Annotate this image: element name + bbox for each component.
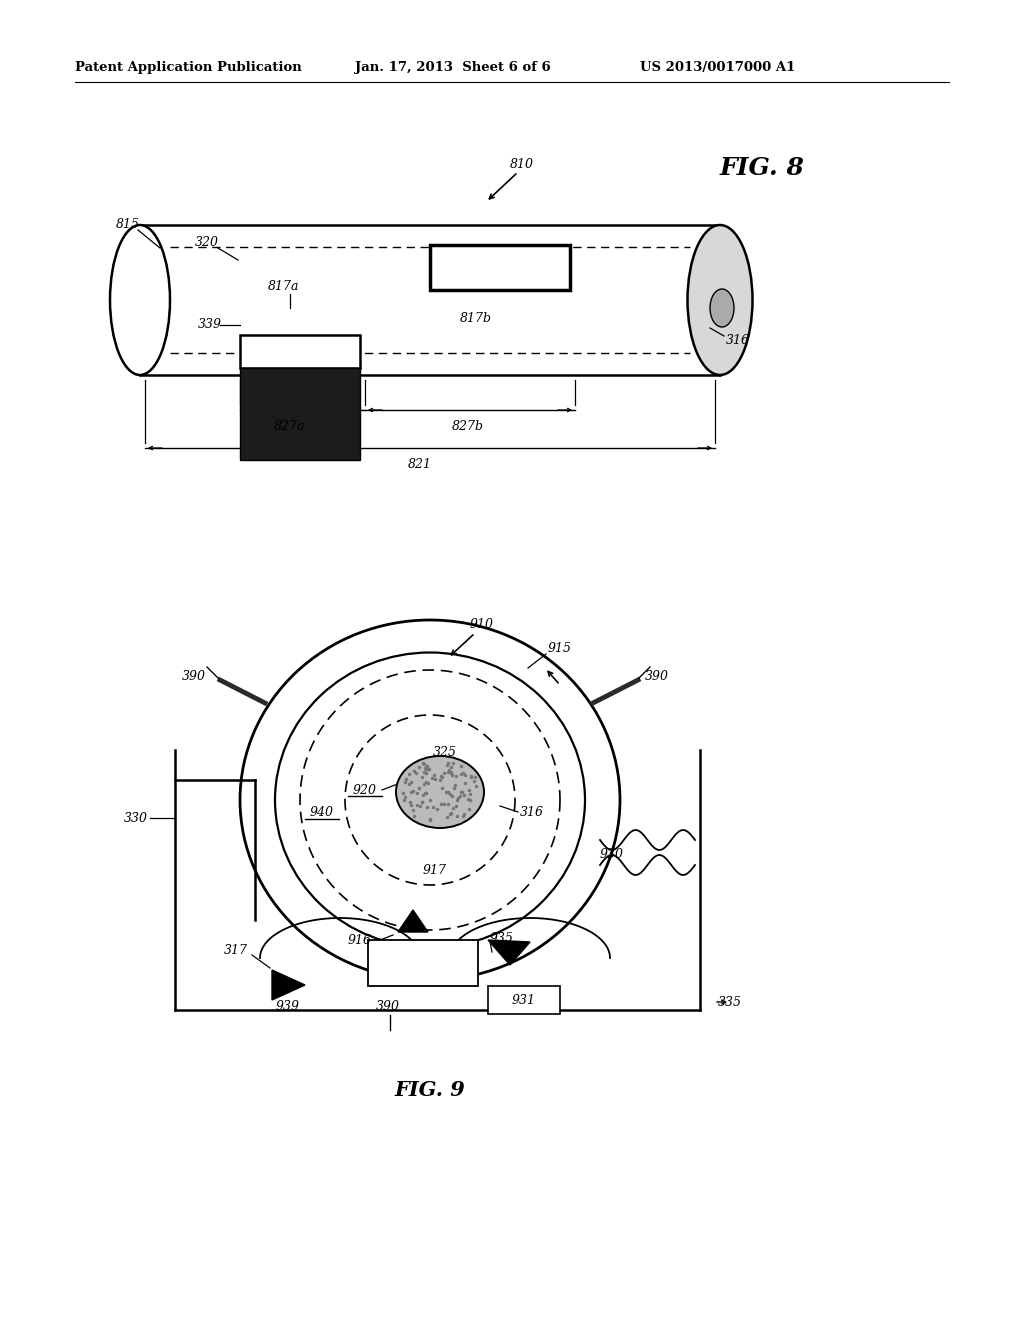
Text: 390: 390 xyxy=(645,671,669,684)
Text: 815: 815 xyxy=(116,219,140,231)
Ellipse shape xyxy=(396,756,484,828)
Text: 920: 920 xyxy=(353,784,377,796)
Text: 930: 930 xyxy=(600,849,624,862)
Text: FIG. 8: FIG. 8 xyxy=(720,156,805,180)
Text: 931: 931 xyxy=(512,994,536,1006)
Text: 325: 325 xyxy=(433,746,457,759)
Text: 935: 935 xyxy=(490,932,514,945)
Text: Patent Application Publication: Patent Application Publication xyxy=(75,62,302,74)
Text: 821: 821 xyxy=(408,458,432,471)
Text: 810: 810 xyxy=(510,158,534,172)
Text: FIG. 9: FIG. 9 xyxy=(394,1080,465,1100)
Text: 817b: 817b xyxy=(460,312,492,325)
Text: 940: 940 xyxy=(310,807,334,820)
Text: 917: 917 xyxy=(423,863,447,876)
Text: 316: 316 xyxy=(520,805,544,818)
Text: 317: 317 xyxy=(224,944,248,957)
Text: 910: 910 xyxy=(470,619,494,631)
Ellipse shape xyxy=(240,620,620,979)
Text: 339: 339 xyxy=(198,318,222,331)
Text: 390: 390 xyxy=(376,999,400,1012)
Polygon shape xyxy=(272,970,305,1001)
Ellipse shape xyxy=(110,224,170,375)
Text: 817a: 817a xyxy=(268,281,299,293)
Polygon shape xyxy=(140,224,720,375)
Text: US 2013/0017000 A1: US 2013/0017000 A1 xyxy=(640,62,796,74)
Text: 335: 335 xyxy=(718,995,742,1008)
Ellipse shape xyxy=(275,652,585,948)
Ellipse shape xyxy=(687,224,753,375)
Text: 915: 915 xyxy=(548,642,572,655)
Polygon shape xyxy=(368,940,478,986)
Text: 827b: 827b xyxy=(452,421,484,433)
Ellipse shape xyxy=(710,289,734,327)
Text: 316: 316 xyxy=(726,334,750,346)
Polygon shape xyxy=(240,335,360,368)
Polygon shape xyxy=(430,246,570,290)
Polygon shape xyxy=(398,909,428,932)
Text: 320: 320 xyxy=(195,235,219,248)
Text: 939: 939 xyxy=(276,999,300,1012)
Text: 916: 916 xyxy=(348,933,372,946)
Text: 390: 390 xyxy=(182,671,206,684)
Polygon shape xyxy=(240,368,360,459)
Polygon shape xyxy=(488,940,530,965)
Text: Jan. 17, 2013  Sheet 6 of 6: Jan. 17, 2013 Sheet 6 of 6 xyxy=(355,62,551,74)
Text: 330: 330 xyxy=(124,812,148,825)
FancyBboxPatch shape xyxy=(488,986,560,1014)
Text: 827a: 827a xyxy=(274,421,306,433)
